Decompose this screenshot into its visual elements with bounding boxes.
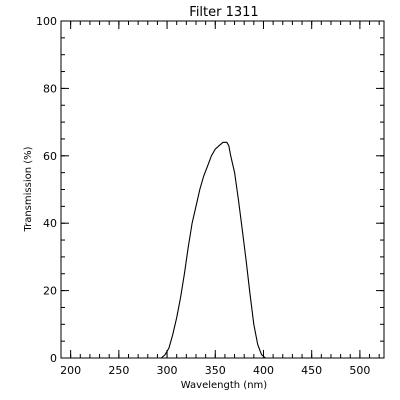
y-tick-label: 20 bbox=[43, 285, 57, 298]
y-tick-label: 40 bbox=[43, 217, 57, 230]
axis-ticks bbox=[60, 20, 384, 359]
x-tick-label: 400 bbox=[253, 364, 274, 377]
tick-labels: 200 250 300 350 400 450 500 0 20 40 60 80 100 bbox=[36, 15, 370, 377]
y-tick-label: 0 bbox=[50, 352, 57, 365]
x-tick-label: 200 bbox=[60, 364, 81, 377]
y-axis-label: Transmission (%) bbox=[23, 146, 34, 232]
x-tick-label: 500 bbox=[349, 364, 370, 377]
x-tick-label: 300 bbox=[157, 364, 178, 377]
x-tick-label: 350 bbox=[205, 364, 226, 377]
y-tick-label: 60 bbox=[43, 150, 57, 163]
x-axis-label: Wavelength (nm) bbox=[181, 380, 267, 391]
chart-title: Filter 1311 bbox=[189, 5, 258, 20]
plot-frame bbox=[60, 20, 385, 359]
transmission-curve bbox=[157, 141, 270, 359]
x-tick-label: 250 bbox=[108, 364, 129, 377]
y-tick-label: 80 bbox=[43, 82, 57, 95]
x-tick-label: 450 bbox=[301, 364, 322, 377]
y-tick-label: 100 bbox=[36, 15, 57, 28]
